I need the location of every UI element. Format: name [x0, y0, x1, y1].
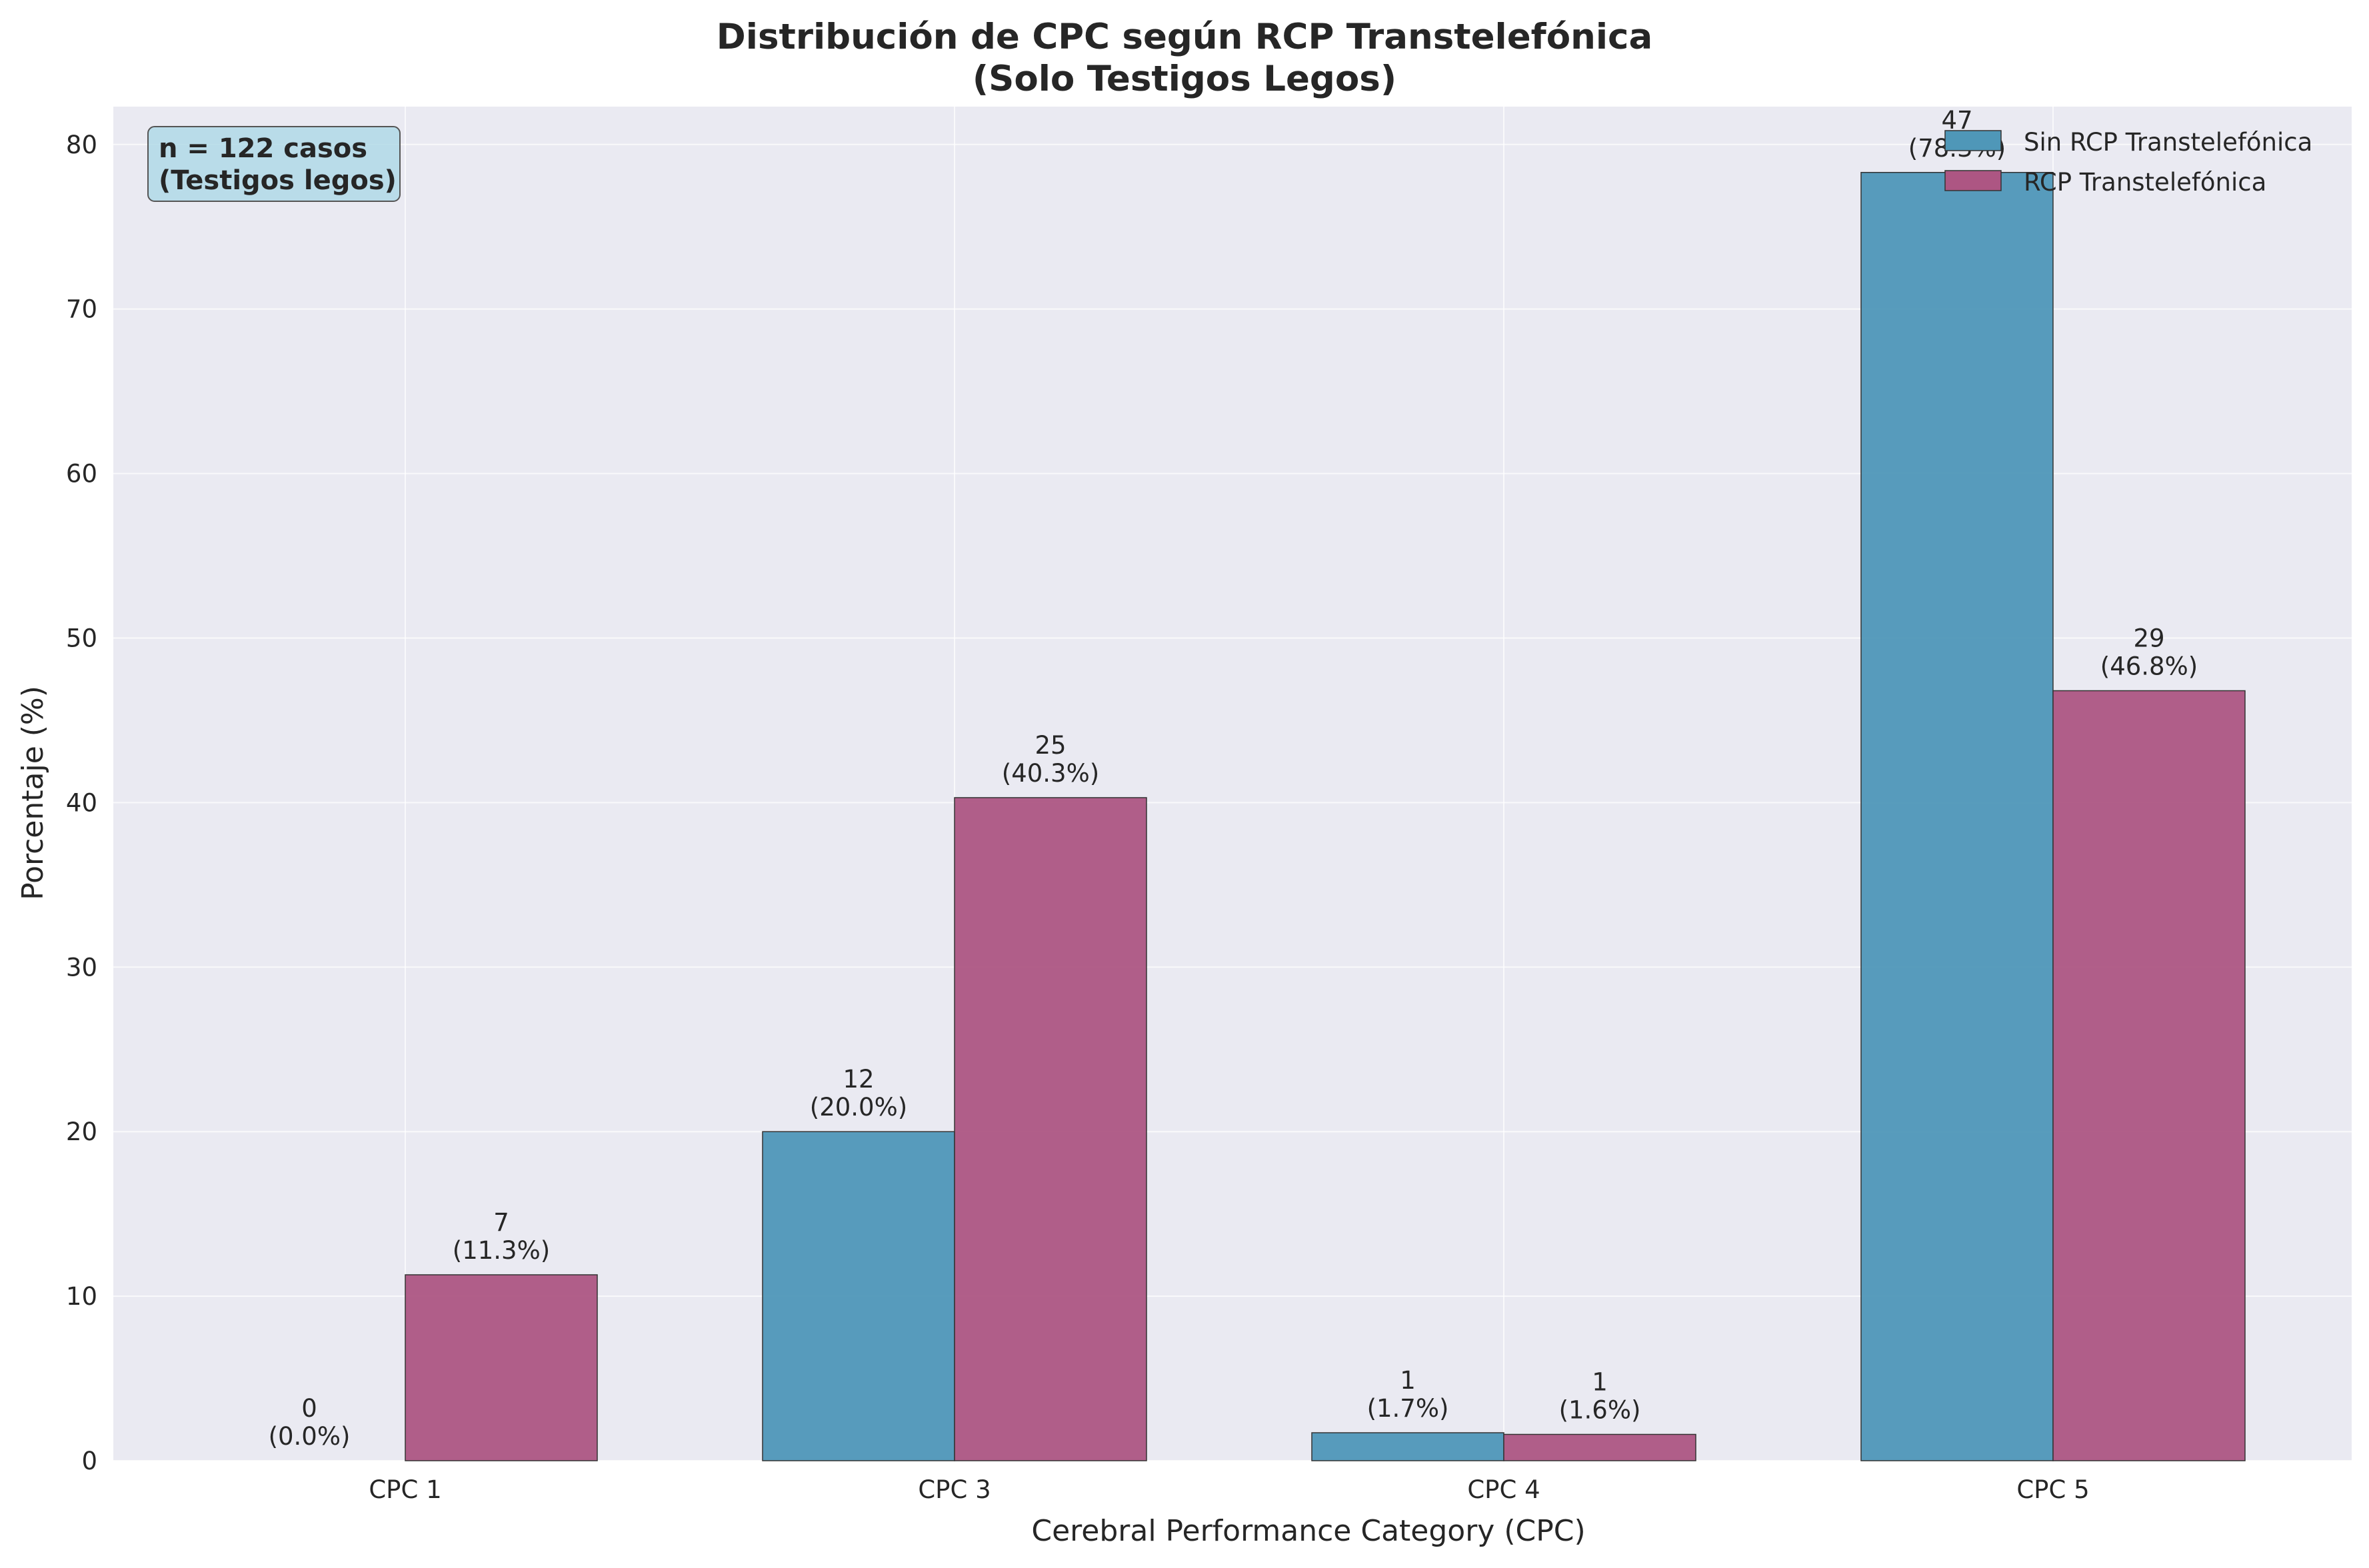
sample-size-note-box: [147, 126, 401, 202]
data-label-count: 47: [1941, 106, 1972, 135]
sample-size-note-line-2: (Testigos legos): [159, 165, 397, 196]
y-tick-label: 0: [81, 1447, 97, 1475]
legend-swatch-rcp: [1944, 170, 2002, 191]
legend-label-sin-rcp: Sin RCP Transtelefónica: [2024, 128, 2312, 157]
y-tick-label: 60: [66, 460, 97, 488]
y-tick-label: 20: [66, 1118, 97, 1146]
y-axis-label: Porcentaje (%): [16, 686, 50, 900]
bar-sin-rcp-3: [1311, 1432, 1504, 1461]
x-tick-label: CPC 1: [369, 1475, 441, 1504]
data-label-percent: (20.0%): [810, 1093, 907, 1122]
chart-title-line-2: (Solo Testigos Legos): [973, 59, 1396, 99]
y-tick-label: 10: [66, 1282, 97, 1311]
data-label-count: 29: [2133, 624, 2164, 653]
data-label-count: 25: [1035, 731, 1066, 760]
y-ticks: 0 10 20 30 40 50 60 70 80: [66, 131, 97, 1475]
sample-size-note-line-1: n = 122 casos: [159, 133, 367, 164]
x-tick-label: CPC 3: [918, 1475, 991, 1504]
data-label-percent: (46.8%): [2100, 652, 2198, 681]
x-tick-label: CPC 5: [2016, 1475, 2089, 1504]
y-tick-label: 50: [66, 624, 97, 652]
y-tick-label: 30: [66, 953, 97, 982]
legend-label-rcp: RCP Transtelefónica: [2024, 168, 2266, 197]
bar-sin-rcp-4: [1860, 172, 2054, 1461]
y-tick-label: 70: [66, 295, 97, 324]
data-label-count: 0: [301, 1394, 317, 1423]
bar-rcp-4: [2052, 690, 2246, 1461]
sample-size-note: n = 122 casos (Testigos legos): [147, 126, 401, 202]
legend: Sin RCP Transtelefónica RCP Transtelefón…: [1944, 128, 2312, 197]
y-tick-label: 40: [66, 788, 97, 817]
data-label-count: 1: [1400, 1366, 1416, 1395]
data-label-percent: (11.3%): [453, 1236, 550, 1265]
y-tick-label: 80: [66, 131, 97, 159]
data-label-count: 12: [843, 1065, 874, 1094]
chart-title-line-1: Distribución de CPC según RCP Transtelef…: [717, 17, 1652, 57]
data-label-percent: (0.0%): [269, 1422, 351, 1451]
bar-sin-rcp-2: [762, 1131, 955, 1461]
bars: [405, 172, 2246, 1461]
data-label-percent: (1.7%): [1367, 1394, 1449, 1423]
bar-rcp-2: [954, 797, 1147, 1461]
data-label-count: 1: [1592, 1367, 1608, 1396]
data-label-percent: (1.6%): [1559, 1395, 1641, 1424]
data-label-count: 7: [493, 1208, 509, 1237]
bar-rcp-3: [1503, 1433, 1696, 1461]
bar-rcp-1: [405, 1274, 598, 1461]
x-axis-label: Cerebral Performance Category (CPC): [1031, 1514, 1585, 1548]
legend-swatch-sin-rcp: [1944, 130, 2002, 151]
data-label-percent: (40.3%): [1002, 759, 1099, 788]
x-tick-label: CPC 4: [1467, 1475, 1540, 1504]
x-ticks: CPC 1 CPC 3 CPC 4 CPC 5: [369, 1475, 2089, 1504]
